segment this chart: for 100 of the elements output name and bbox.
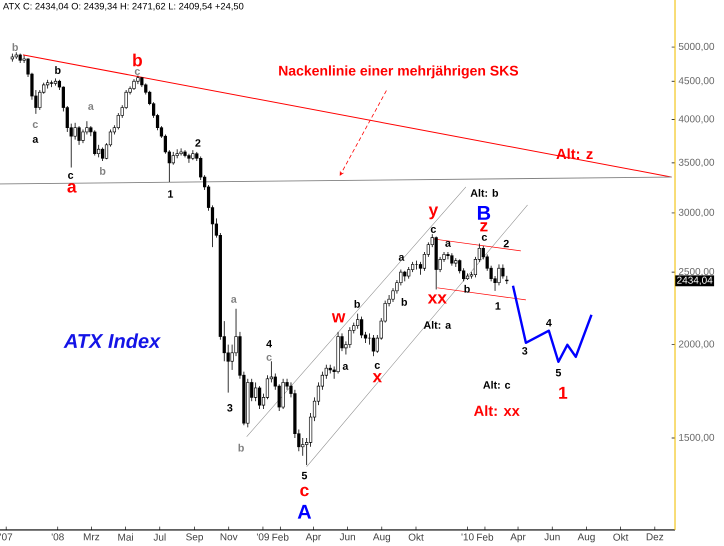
candlestick xyxy=(132,78,136,90)
annotation: 3 xyxy=(522,347,528,355)
candlestick xyxy=(187,153,191,164)
annotation: b xyxy=(12,43,18,51)
y-tick-label: 4500,00 xyxy=(678,77,714,86)
annotation: c xyxy=(300,486,309,496)
x-tick-label: Jun xyxy=(340,533,356,540)
annotation: b xyxy=(354,300,360,308)
line-series xyxy=(512,284,593,363)
y-tick-label: 5000,00 xyxy=(678,42,714,52)
x-tick-label: Apr xyxy=(306,533,322,542)
y-tick-label: 3000,00 xyxy=(678,208,714,218)
candlestick xyxy=(93,130,96,156)
annotation: b xyxy=(100,167,106,175)
annotation: b xyxy=(133,54,142,66)
annotation: c xyxy=(482,234,488,241)
annotation: 4 xyxy=(546,319,552,326)
x-tick-label: Mrz xyxy=(84,533,100,540)
candlestick xyxy=(172,152,175,166)
candlestick xyxy=(254,382,258,402)
candlestick xyxy=(258,386,262,410)
candlestick xyxy=(74,122,77,140)
y-tick-label: 1500,00 xyxy=(679,434,714,442)
annotation: 2 xyxy=(195,139,200,147)
annotation: Alt: b xyxy=(470,188,498,197)
candlestick xyxy=(81,129,85,144)
x-tick-label: Nov xyxy=(220,533,238,540)
annotation: 5 xyxy=(302,472,308,480)
annotation: B xyxy=(478,206,490,220)
y-tick-label: 2500,00 xyxy=(678,268,714,276)
annotation: c xyxy=(374,362,380,369)
annotation: Alt: c xyxy=(483,380,510,389)
text: 2434,04 xyxy=(677,276,712,285)
annotation: c xyxy=(134,69,140,75)
annotation: c xyxy=(266,354,272,361)
annotation: b xyxy=(402,298,408,306)
x-tick-label: Okt xyxy=(613,533,628,541)
x-tick-label: Jun xyxy=(544,533,560,540)
annotation: 5 xyxy=(556,368,562,376)
x-tick-label: Sep xyxy=(186,533,204,542)
candlestick xyxy=(450,252,454,266)
x-tick-label: '10 xyxy=(462,533,474,540)
x-tick-label: Aug xyxy=(372,533,390,542)
candlestick xyxy=(403,270,406,282)
annotation: xx xyxy=(428,294,447,304)
candlestick xyxy=(372,334,376,357)
annotation: a xyxy=(88,104,94,110)
y-tick-label: 3500,00 xyxy=(678,158,714,168)
annotation: a xyxy=(398,254,404,261)
annotation: b xyxy=(464,284,470,293)
candlestick xyxy=(301,438,304,456)
x-tick-label: Mai xyxy=(118,533,133,541)
candlestick xyxy=(497,264,501,286)
annotation: 3 xyxy=(227,404,232,412)
candlestick xyxy=(360,316,364,339)
chart-subtitle: ATX C: 2434,04 O: 2439,34 H: 2471,62 L: 2409,54 +24,50 xyxy=(2,2,244,11)
annotation: 1 xyxy=(168,190,174,198)
x-tick-label: Jul xyxy=(154,533,166,541)
annotation: Alt: xx xyxy=(474,405,520,416)
annotation: c xyxy=(430,227,436,233)
candlestick xyxy=(191,150,194,161)
annotation: Nackenlinie einer mehrjährigen SKS xyxy=(279,65,518,78)
candlestick xyxy=(18,53,22,64)
annotation: 2 xyxy=(504,240,509,248)
annotation: a xyxy=(32,137,38,143)
annotation: c xyxy=(68,173,74,179)
annotation: b xyxy=(238,444,244,452)
annotation: c xyxy=(32,122,38,128)
text: ATX Index xyxy=(63,333,161,348)
candlestick xyxy=(77,126,81,146)
annotation: a xyxy=(67,183,77,193)
annotation: 1 xyxy=(496,302,501,310)
x-tick-label: Apr xyxy=(510,533,526,542)
candlestick xyxy=(446,252,450,260)
y-tick-label: 2000,00 xyxy=(678,340,714,349)
x-tick-label: '07 xyxy=(0,533,12,540)
x-tick-label: Okt xyxy=(408,533,424,541)
annotation: z xyxy=(480,222,488,232)
x-tick-label: '09 xyxy=(256,533,269,540)
annotation: 1 xyxy=(559,386,568,399)
annotation: a xyxy=(342,364,348,370)
candlestick xyxy=(501,264,505,280)
x-tick-label: Feb xyxy=(272,533,289,541)
annotation: y xyxy=(428,206,438,220)
annotation: w xyxy=(332,313,346,322)
annotation: b xyxy=(55,66,61,74)
y-tick-label: 4000,00 xyxy=(678,115,714,124)
candlestick xyxy=(100,147,104,162)
x-tick-label: Aug xyxy=(578,533,595,542)
annotation: 4 xyxy=(266,340,272,348)
x-tick-label: Dez xyxy=(646,533,664,540)
candlestick xyxy=(176,148,179,159)
annotation: a xyxy=(445,240,451,247)
x-tick-label: Feb xyxy=(477,533,494,541)
annotation: Alt: a xyxy=(424,320,452,329)
annotation: x xyxy=(372,373,382,382)
x-tick-label: '08 xyxy=(52,533,64,540)
candlestick xyxy=(411,261,414,273)
annotation: A xyxy=(298,504,312,519)
annotation: a xyxy=(231,296,237,303)
